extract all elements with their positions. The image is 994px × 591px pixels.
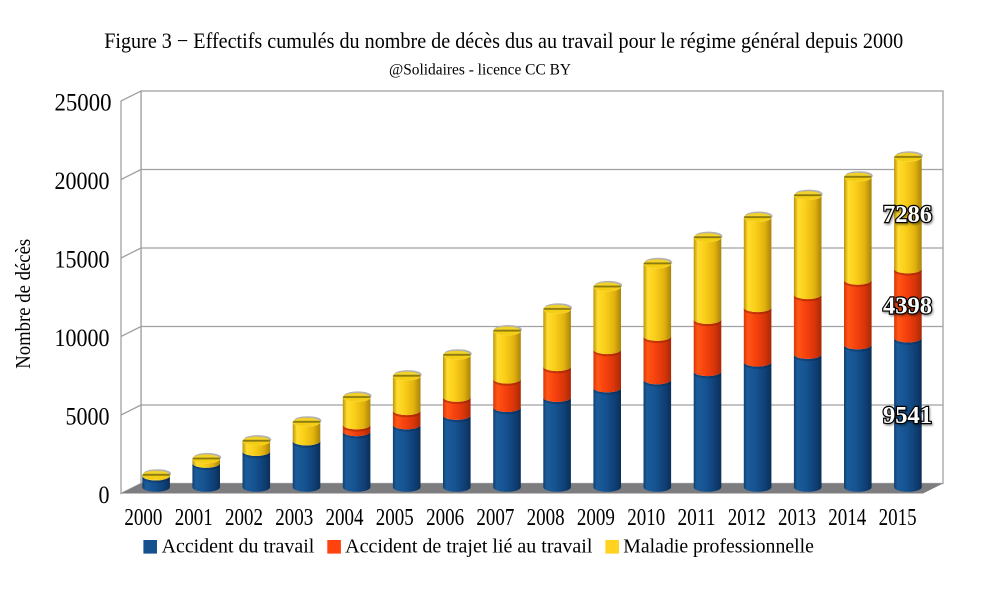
svg-text:0: 0 [99,482,110,509]
svg-text:2003: 2003 [275,505,313,531]
svg-text:Figure 3 − Effectifs cumulés d: Figure 3 − Effectifs cumulés du nombre d… [104,28,903,53]
svg-text:2011: 2011 [678,505,716,531]
svg-text:4398: 4398 [883,293,932,320]
svg-text:2015: 2015 [879,505,917,531]
svg-text:2004: 2004 [326,505,364,531]
svg-text:@Solidaires - licence CC BY: @Solidaires - licence CC BY [389,62,571,79]
svg-text:5000: 5000 [66,403,110,430]
svg-text:2001: 2001 [175,505,213,531]
svg-text:2014: 2014 [828,505,866,531]
svg-text:2010: 2010 [627,505,665,531]
svg-text:2000: 2000 [124,505,162,531]
svg-text:Nombre de décès: Nombre de décès [11,239,35,369]
svg-text:10000: 10000 [55,325,110,352]
svg-text:Maladie professionnelle: Maladie professionnelle [623,537,814,558]
svg-text:25000: 25000 [55,89,112,116]
svg-text:2005: 2005 [376,505,414,531]
svg-text:7286: 7286 [883,201,932,228]
svg-text:15000: 15000 [55,246,110,273]
svg-text:2012: 2012 [728,505,766,531]
svg-text:20000: 20000 [55,168,110,195]
svg-text:Accident du travail: Accident du travail [162,537,315,558]
svg-text:2002: 2002 [225,505,263,531]
svg-text:9541: 9541 [883,402,932,429]
svg-text:2007: 2007 [476,505,514,531]
svg-text:2009: 2009 [577,505,615,531]
svg-text:2006: 2006 [426,505,464,531]
svg-text:Accident de trajet lié au trav: Accident de trajet lié au travail [345,537,593,558]
svg-text:2013: 2013 [778,505,816,531]
svg-text:2008: 2008 [527,505,565,531]
